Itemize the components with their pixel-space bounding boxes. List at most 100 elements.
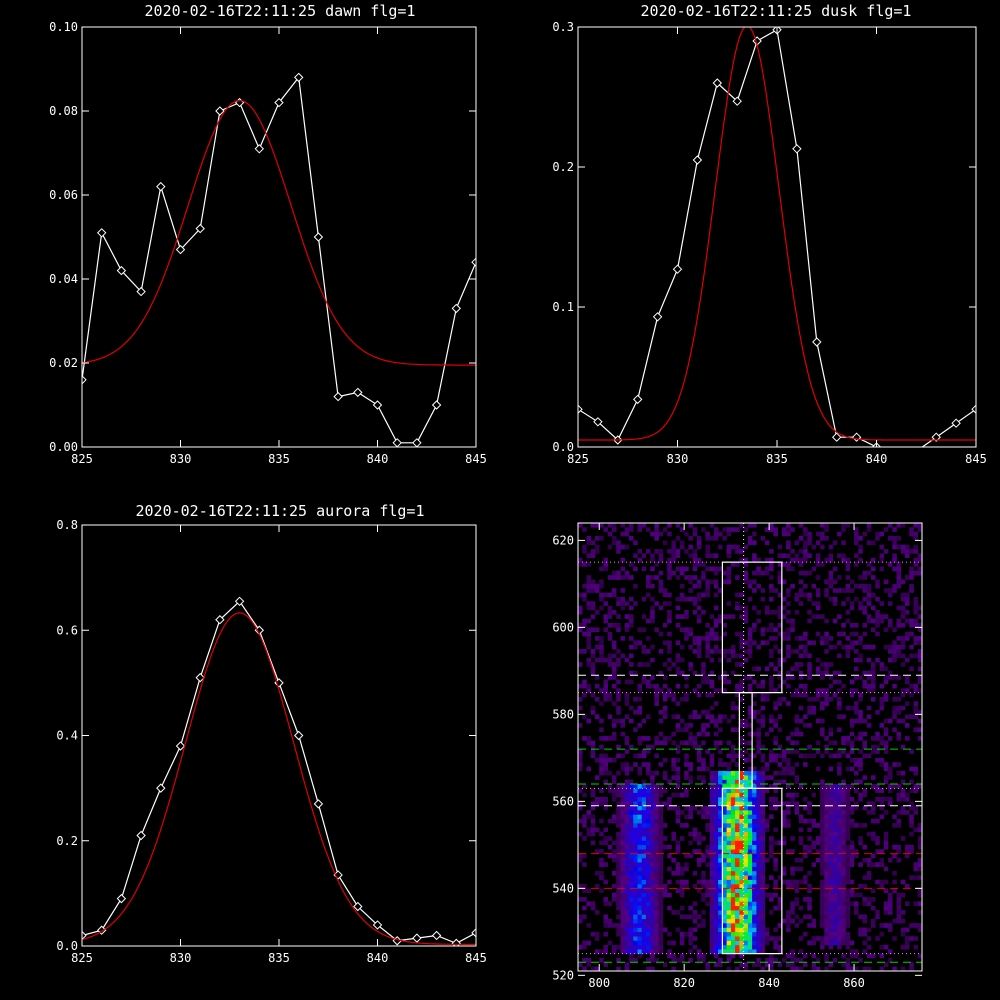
heatmap-cell [752,844,757,850]
heatmap-cell [603,697,608,702]
heatmap-cell [820,670,825,676]
heatmap-cell [624,527,630,532]
heatmap-cell [709,797,715,802]
heatmap-cell [879,566,884,572]
heatmap-cell [650,557,655,563]
dusk-xtick-label: 830 [667,452,689,466]
heatmap-cell [709,523,715,528]
heatmap-cell [790,910,795,915]
heatmap-cell [730,562,736,567]
heatmap-cell [769,958,774,963]
heatmap-cell [837,866,842,872]
heatmap-cell [905,575,910,580]
heatmap-cell [629,784,634,789]
heatmap-cell [662,770,668,776]
heatmap-cell [582,679,587,685]
heatmap-cell [858,766,863,772]
heatmap-cell [862,857,867,863]
heatmap-cell [803,897,808,902]
heatmap-cell [862,623,867,628]
heatmap-cell [803,553,808,558]
heatmap-cell [633,901,638,906]
heatmap-cell [730,949,736,954]
heatmap-cell [883,749,889,754]
heatmap-cell [896,562,901,567]
heatmap-cell [705,536,710,541]
heatmap-cell [658,557,664,563]
heatmap-cell [718,784,723,789]
heatmap-cell [781,801,787,806]
heatmap-cell [662,736,668,741]
heatmap-cell [913,653,918,659]
heatmap-cell [769,749,774,754]
heatmap-cell [764,940,770,946]
heatmap-cell [790,901,795,906]
heatmap-cell [832,792,838,798]
heatmap-cell [917,888,923,893]
heatmap-cell [586,540,591,545]
heatmap-cell [739,697,744,702]
heatmap-cell [905,610,910,615]
heatmap-cell [773,753,778,759]
dusk-xtick-label: 825 [567,452,589,466]
heatmap-cell [688,779,693,785]
heatmap-cell [905,592,910,598]
heatmap-cell [841,931,846,937]
heatmap-cell [803,649,808,654]
heatmap-cell [858,884,863,889]
heatmap-cell [747,644,753,650]
heatmap-cell [875,840,880,846]
heatmap-cell [900,770,906,776]
heatmap-cell [773,784,778,789]
heatmap-cell [641,931,647,937]
heatmap-xtick-label: 800 [588,976,610,990]
heatmap-cell [696,583,702,589]
heatmap-cell [735,936,740,941]
heatmap-cell [845,788,851,793]
heatmap-cell [845,879,851,885]
heatmap-cell [599,849,604,854]
heatmap-cell [747,888,753,893]
heatmap-cell [900,792,906,798]
heatmap-cell [595,644,600,650]
heatmap-cell [845,958,851,963]
heatmap-cell [832,797,838,802]
dusk-ytick-label: 0.3 [552,20,574,34]
heatmap-cell [705,766,710,772]
heatmap-cell [624,931,630,937]
heatmap-cell [654,884,659,889]
heatmap-cell [654,914,659,920]
heatmap-cell [578,705,583,711]
heatmap-cell [688,579,693,585]
heatmap-cell [747,723,753,728]
heatmap-cell [896,810,901,815]
heatmap-cell [764,892,770,898]
heatmap-cell [629,905,634,911]
heatmap-cell [845,857,851,863]
heatmap-cell [709,849,715,854]
heatmap-cell [641,840,647,846]
heatmap-cell [841,918,846,924]
heatmap-cell [815,557,821,563]
heatmap-cell [612,683,617,689]
heatmap-cell [624,944,630,950]
heatmap-cell [739,949,744,954]
heatmap-cell [764,857,770,863]
heatmap-cell [671,557,676,563]
heatmap-cell [726,844,732,850]
heatmap-cell [705,544,710,550]
heatmap-cell [696,640,702,645]
heatmap-cell [705,549,710,554]
heatmap-cell [866,670,872,676]
heatmap-cell [620,788,625,793]
dusk-data-point [812,337,822,347]
heatmap-cell [612,797,617,802]
heatmap-cell [675,958,681,963]
heatmap-cell [739,910,744,915]
heatmap-cell [709,614,715,619]
heatmap-cell [773,940,778,946]
heatmap-cell [764,766,770,772]
heatmap-cell [879,757,884,763]
heatmap-cell [794,610,800,615]
heatmap-cell [637,627,642,632]
